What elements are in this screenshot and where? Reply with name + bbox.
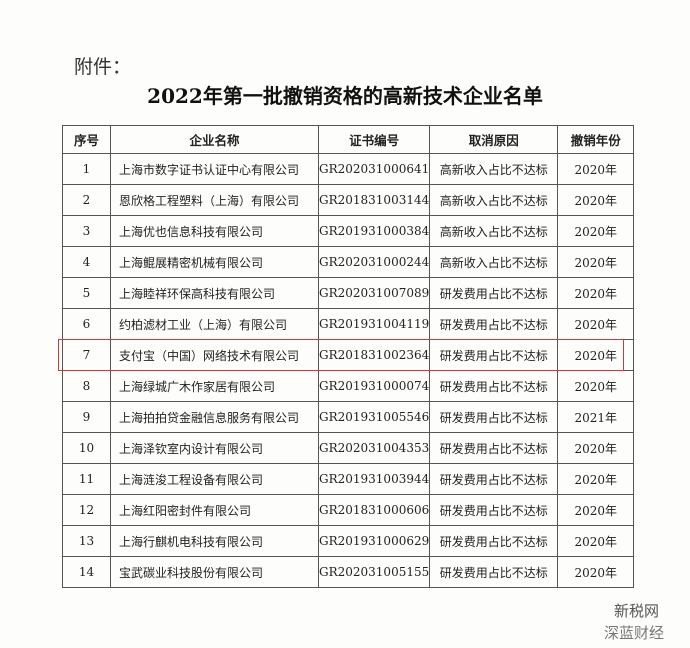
table-cell: 2020年 <box>557 432 635 464</box>
table-row: 8 上海绿城广木作家居有限公司 GR201931000074 研发费用占比不达标 202… <box>62 370 635 402</box>
table-cell: 上海睦祥环保高科技有限公司 <box>110 277 319 309</box>
table-cell: GR202031000244 <box>317 246 431 278</box>
table-cell: GR202031000641 <box>317 153 431 185</box>
table-cell: 研发费用占比不达标 <box>429 556 559 588</box>
table-cell: 研发费用占比不达标 <box>429 339 559 371</box>
table-row: 12 上海红阳密封件有限公司 GR201831000606 研发费用占比不达标 2020… <box>62 494 635 526</box>
table-cell: 高新收入占比不达标 <box>429 215 559 247</box>
table-cell: 2020年 <box>557 463 635 495</box>
table-cell: 2020年 <box>557 339 635 371</box>
column-header: 企业名称 <box>110 125 319 154</box>
table-cell: 2 <box>62 184 111 216</box>
table-cell: 高新收入占比不达标 <box>429 246 559 278</box>
table-cell: 上海市数字证书认证中心有限公司 <box>110 153 319 185</box>
table-cell: 2020年 <box>557 370 635 402</box>
table-cell: GR201931005546 <box>317 401 431 433</box>
table-cell: 研发费用占比不达标 <box>429 463 559 495</box>
table-row: 4 上海鲲展精密机械有限公司 GR202031000244 高新收入占比不达标 2020… <box>62 246 635 278</box>
table-cell: 11 <box>62 463 111 495</box>
table-cell: 上海拍拍贷金融信息服务有限公司 <box>110 401 319 433</box>
table-cell: 上海绿城广木作家居有限公司 <box>110 370 319 402</box>
table-cell: 2020年 <box>557 215 635 247</box>
table-cell: 2020年 <box>557 246 635 278</box>
table-body: 1 上海市数字证书认证中心有限公司 GR202031000641 高新收入占比不达标 2… <box>62 153 635 588</box>
table-row: 14 宝武碳业科技股份有限公司 GR202031005155 研发费用占比不达标 202… <box>62 556 635 588</box>
column-header: 取消原因 <box>429 125 559 154</box>
column-header: 撤销年份 <box>557 125 635 154</box>
table-cell: 支付宝（中国）网络技术有限公司 <box>110 339 319 371</box>
watermark: 深蓝财经 <box>604 624 665 642</box>
column-header: 证书编号 <box>317 125 431 154</box>
table-cell: 研发费用占比不达标 <box>429 401 559 433</box>
table-cell: 10 <box>62 432 111 464</box>
table-cell: 研发费用占比不达标 <box>429 308 559 340</box>
company-table: 序号 企业名称 证书编号 取消原因 撤销年份 1 上海市数字证书认证中心有限公司 GR202… <box>62 125 635 588</box>
highlight-box <box>58 339 624 371</box>
table-cell: 3 <box>62 215 111 247</box>
table-cell: 1 <box>62 153 111 185</box>
table-cell: 宝武碳业科技股份有限公司 <box>110 556 319 588</box>
table-cell: 2020年 <box>557 277 635 309</box>
watermark: 新税网 <box>614 602 660 620</box>
table-cell: 上海行麒机电科技有限公司 <box>110 525 319 557</box>
table-cell: GR201931004119 <box>317 308 431 340</box>
table-cell: GR202031004353 <box>317 432 431 464</box>
table-cell: 9 <box>62 401 111 433</box>
table-cell: 上海涟浚工程设备有限公司 <box>110 463 319 495</box>
table-cell: 研发费用占比不达标 <box>429 525 559 557</box>
table-cell: 上海优也信息科技有限公司 <box>110 215 319 247</box>
table-row: 3 上海优也信息科技有限公司 GR201931000384 高新收入占比不达标 2020… <box>62 215 635 247</box>
table-cell: 5 <box>62 277 111 309</box>
table-cell: 2020年 <box>557 494 635 526</box>
table-cell: 14 <box>62 556 111 588</box>
table-cell: 7 <box>62 339 111 371</box>
table-row: 13 上海行麒机电科技有限公司 GR201931000629 研发费用占比不达标 202… <box>62 525 635 557</box>
header-row: 序号 企业名称 证书编号 取消原因 撤销年份 <box>62 125 635 154</box>
table-cell: GR201931003944 <box>317 463 431 495</box>
table-cell: 13 <box>62 525 111 557</box>
table-cell: 上海泽钦室内设计有限公司 <box>110 432 319 464</box>
table-cell: 高新收入占比不达标 <box>429 153 559 185</box>
table-cell: 12 <box>62 494 111 526</box>
table-cell: 6 <box>62 308 111 340</box>
table-cell: 2021年 <box>557 401 635 433</box>
table-cell: 恩欣格工程塑料（上海）有限公司 <box>110 184 319 216</box>
table-cell: GR201931000384 <box>317 215 431 247</box>
table-cell: 研发费用占比不达标 <box>429 370 559 402</box>
table-cell: 2020年 <box>557 184 635 216</box>
table-cell: 研发费用占比不达标 <box>429 277 559 309</box>
table-row: 5 上海睦祥环保高科技有限公司 GR202031007089 研发费用占比不达标 202… <box>62 277 635 309</box>
table-cell: GR202031007089 <box>317 277 431 309</box>
table-cell: GR202031005155 <box>317 556 431 588</box>
table-row: 10 上海泽钦室内设计有限公司 GR202031004353 研发费用占比不达标 202… <box>62 432 635 464</box>
table-cell: 上海鲲展精密机械有限公司 <box>110 246 319 278</box>
table-cell: 上海红阳密封件有限公司 <box>110 494 319 526</box>
table-row: 6 约柏滤材工业（上海）有限公司 GR201931004119 研发费用占比不达标 20… <box>62 308 635 340</box>
table-row: 11 上海涟浚工程设备有限公司 GR201931003944 研发费用占比不达标 202… <box>62 463 635 495</box>
document-title: 2022年第一批撤销资格的高新技术企业名单 <box>147 84 543 108</box>
table-cell: 高新收入占比不达标 <box>429 184 559 216</box>
table-cell: 4 <box>62 246 111 278</box>
table-cell: 研发费用占比不达标 <box>429 432 559 464</box>
column-header: 序号 <box>62 125 111 154</box>
table-cell: GR201931000629 <box>317 525 431 557</box>
table-cell: 2020年 <box>557 153 635 185</box>
table-cell: GR201831000606 <box>317 494 431 526</box>
table-cell: 2020年 <box>557 556 635 588</box>
attachment-label: 附件： <box>74 56 132 78</box>
table-row: 2 恩欣格工程塑料（上海）有限公司 GR201831003144 高新收入占比不达标 2… <box>62 184 635 216</box>
table-cell: 研发费用占比不达标 <box>429 494 559 526</box>
table-cell: GR201831003144 <box>317 184 431 216</box>
table-row: 1 上海市数字证书认证中心有限公司 GR202031000641 高新收入占比不达标 2… <box>62 153 635 185</box>
table-cell: 约柏滤材工业（上海）有限公司 <box>110 308 319 340</box>
table-cell: 2020年 <box>557 308 635 340</box>
table-cell: 2020年 <box>557 525 635 557</box>
table-row: 9 上海拍拍贷金融信息服务有限公司 GR201931005546 研发费用占比不达标 2… <box>62 401 635 433</box>
table-cell: 8 <box>62 370 111 402</box>
table-cell: GR201931000074 <box>317 370 431 402</box>
